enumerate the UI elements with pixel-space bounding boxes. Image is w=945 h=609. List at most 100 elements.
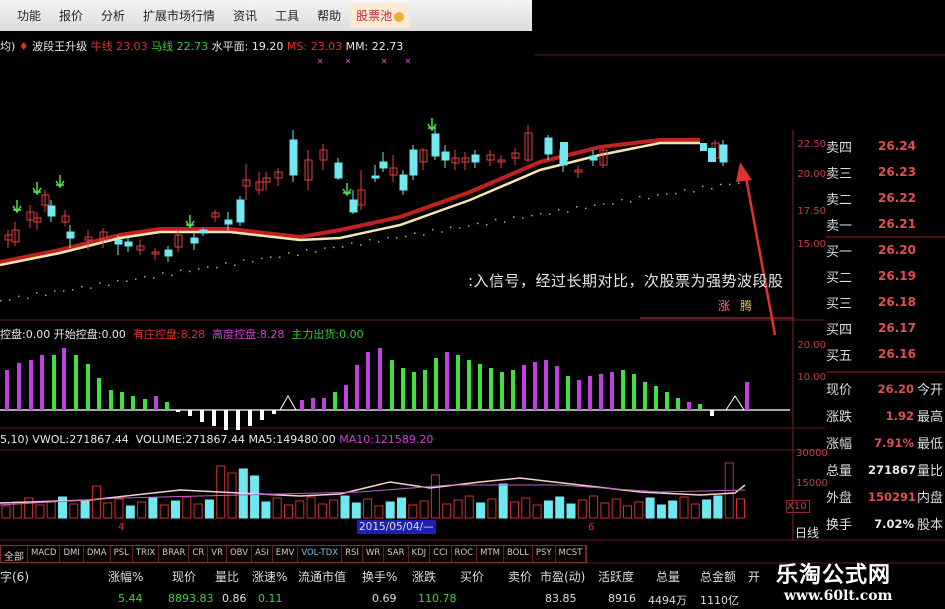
order-price: 26.21 — [878, 217, 916, 231]
order-book-row[interactable]: 买三 26.18 — [826, 289, 945, 315]
tab-21[interactable]: PSY — [533, 546, 556, 562]
candle-body — [33, 217, 42, 223]
cell: 5.44 — [118, 592, 143, 605]
column-header[interactable]: 涨幅% — [108, 570, 144, 584]
column-header[interactable]: 卖价 — [508, 570, 533, 584]
volume-bar — [713, 495, 723, 519]
candle-body — [236, 199, 245, 223]
column-header[interactable]: 买价 — [460, 570, 485, 584]
volume-bar — [690, 503, 700, 519]
candle-body — [255, 181, 264, 191]
candle-body — [574, 169, 583, 173]
price-tick: 22.50 — [797, 139, 826, 150]
order-book-row[interactable]: 卖四 26.24 — [826, 133, 945, 159]
tab-18[interactable]: ROC — [452, 546, 478, 562]
tab-5[interactable]: TRIX — [133, 546, 160, 562]
order-book-row[interactable]: 卖三 26.23 — [826, 159, 945, 185]
tab-1[interactable]: MACD — [28, 546, 61, 562]
column-header[interactable]: 涨跌 — [412, 570, 437, 584]
quote-label: 总量 — [826, 464, 853, 479]
histogram-bar — [522, 365, 526, 410]
tab-0[interactable]: 全部 — [1, 546, 28, 563]
column-header[interactable]: 活跃度 — [598, 570, 635, 584]
tab-2[interactable]: DMI — [60, 546, 84, 562]
histogram-neg-bar — [260, 410, 264, 420]
dot-line-point — [468, 225, 470, 227]
candle-body — [431, 133, 440, 157]
quote-value: 150291 — [868, 489, 917, 504]
column-header[interactable]: 现价 — [172, 570, 197, 584]
tab-17[interactable]: CCI — [430, 546, 452, 562]
tab-16[interactable]: KDJ — [409, 546, 431, 562]
tab-22[interactable]: MCST — [556, 546, 587, 562]
dot-line-point — [738, 182, 740, 184]
tab-7[interactable]: CR — [189, 546, 209, 562]
main-indicator-line: 均) ♦ 波段王升级 牛线 23.03 马线 22.73 水平面: 19.20 … — [0, 38, 403, 54]
candle-body — [708, 148, 716, 162]
indicator-name[interactable]: 波段王升级 — [32, 40, 88, 53]
ma10-label: MA10: — [339, 433, 374, 446]
order-book-row[interactable]: 买五 26.16 — [826, 341, 945, 367]
d-label: 高度控盘: — [212, 328, 260, 341]
order-book-row[interactable]: 买二 26.19 — [826, 263, 945, 289]
tab-4[interactable]: PSL — [111, 546, 133, 562]
volume-bar — [250, 475, 260, 519]
column-header[interactable]: 字(6) — [0, 570, 29, 584]
tab-13[interactable]: RSI — [342, 546, 363, 562]
volume-bar — [453, 499, 463, 519]
quote-value: 271867 — [868, 462, 917, 477]
tab-12[interactable]: VOL-TDX — [298, 546, 343, 562]
column-header[interactable]: 总量 — [656, 570, 681, 584]
menu-extended-market[interactable]: 扩展市场行情 — [143, 9, 216, 23]
menu-stock-pool[interactable]: 股票池 — [350, 3, 411, 28]
tab-10[interactable]: ASI — [252, 546, 273, 562]
column-header[interactable]: 换手% — [362, 570, 398, 584]
histogram-bar — [378, 348, 382, 410]
menu-tools[interactable]: 工具 — [275, 9, 300, 23]
column-header[interactable]: 涨速% — [252, 570, 288, 584]
tab-8[interactable]: VR — [208, 546, 227, 562]
histogram-bar — [643, 382, 647, 410]
volume-bar — [374, 505, 384, 519]
tab-9[interactable]: OBV — [227, 546, 253, 562]
histogram-bar — [300, 400, 304, 410]
volume-bar — [1, 505, 11, 519]
menu-analysis[interactable]: 分析 — [101, 9, 126, 23]
quote-label: 现价 — [826, 383, 853, 398]
tab-20[interactable]: BOLL — [504, 546, 533, 562]
candle-body — [371, 175, 380, 179]
column-header[interactable]: 开 — [748, 570, 761, 584]
dot-line-point — [585, 207, 587, 210]
tab-3[interactable]: DMA — [84, 546, 111, 562]
menu-quote[interactable]: 报价 — [59, 9, 84, 23]
volume-bar — [193, 503, 203, 519]
dot-line-point — [423, 234, 425, 236]
menu-news[interactable]: 资讯 — [233, 9, 258, 23]
menu-help[interactable]: 帮助 — [317, 9, 342, 23]
coin-icon — [394, 11, 405, 22]
volume-bar — [543, 500, 553, 519]
volume-bar — [103, 502, 113, 519]
tab-11[interactable]: EMV — [273, 546, 299, 562]
histogram-neg-bar — [212, 410, 216, 426]
tab-6[interactable]: BRAR — [159, 546, 190, 562]
dot-line-point — [360, 244, 362, 246]
order-book-row[interactable]: 买一 26.20 — [826, 237, 945, 263]
period-button[interactable]: 日线 — [795, 526, 820, 540]
order-book-row[interactable]: 卖二 26.22 — [826, 185, 945, 211]
tab-15[interactable]: SAR — [384, 546, 409, 562]
volume-bar — [159, 504, 169, 519]
dot-line-point — [63, 290, 65, 292]
quote-label: 涨跌 — [826, 410, 853, 425]
column-header[interactable]: 流通市值 — [298, 570, 347, 584]
order-book-row[interactable]: 买四 26.17 — [826, 315, 945, 341]
column-header[interactable]: 市盈(动) — [540, 570, 586, 584]
menu-function[interactable]: 功能 — [17, 9, 42, 23]
column-header[interactable]: 总金额 — [700, 570, 737, 584]
tab-14[interactable]: WR — [363, 546, 385, 562]
tab-19[interactable]: MTM — [477, 546, 504, 562]
order-book-row[interactable]: 卖一 26.21 — [826, 211, 945, 237]
column-header[interactable]: 量比 — [215, 570, 240, 584]
dot-line-point — [603, 203, 605, 205]
